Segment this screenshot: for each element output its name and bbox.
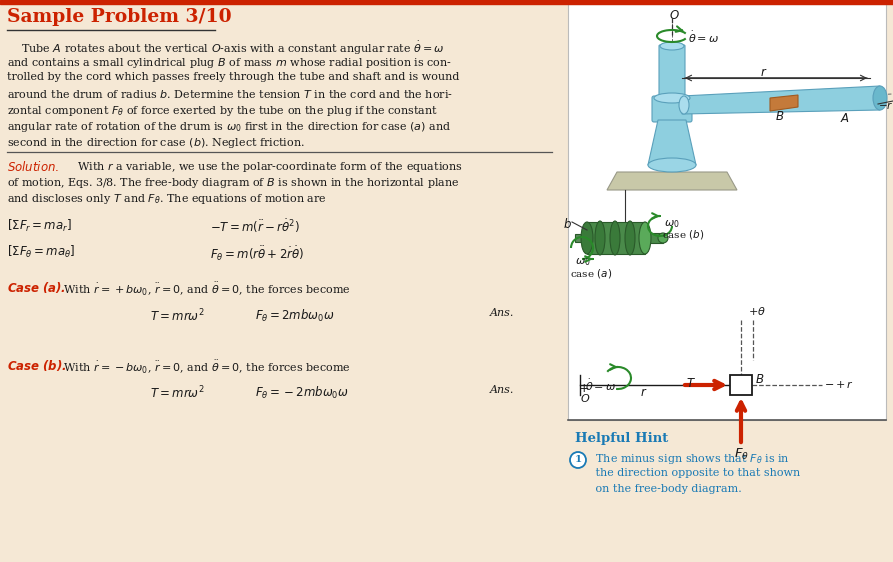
Text: $-r$: $-r$ (878, 100, 893, 111)
Text: $r$: $r$ (760, 66, 767, 79)
Text: $\bfit{Case\ (b).}$: $\bfit{Case\ (b).}$ (7, 358, 66, 373)
Text: With $r$ a variable, we use the polar-coordinate form of the equations: With $r$ a variable, we use the polar-co… (70, 160, 463, 174)
Text: Tube $A$ rotates about the vertical $O$-axis with a constant angular rate $\dot{: Tube $A$ rotates about the vertical $O$-… (7, 40, 445, 57)
Text: the direction opposite to that shown: the direction opposite to that shown (592, 468, 800, 478)
Ellipse shape (648, 158, 696, 172)
Text: 1: 1 (574, 455, 581, 465)
Text: $\omega_0$: $\omega_0$ (575, 256, 590, 268)
Ellipse shape (658, 233, 668, 243)
Text: $B$: $B$ (755, 373, 764, 386)
Ellipse shape (660, 42, 684, 50)
Text: $\dot{\theta}=\omega$: $\dot{\theta}=\omega$ (688, 30, 719, 46)
Text: $-+r$: $-+r$ (824, 379, 854, 390)
Text: $O$: $O$ (669, 9, 680, 22)
Text: on the free-body diagram.: on the free-body diagram. (592, 484, 742, 494)
Text: $\omega_0$: $\omega_0$ (664, 218, 680, 230)
Text: $+$: $+$ (578, 382, 589, 395)
Text: The minus sign shows that $F_\theta$ is in: The minus sign shows that $F_\theta$ is … (592, 452, 790, 466)
Text: $T = mr\omega^2$: $T = mr\omega^2$ (150, 308, 204, 325)
Text: case $(b)$: case $(b)$ (662, 228, 705, 241)
FancyBboxPatch shape (652, 96, 692, 122)
Ellipse shape (679, 96, 689, 114)
Text: $b$: $b$ (563, 217, 572, 231)
Text: $+\theta$: $+\theta$ (748, 305, 766, 317)
Text: $T = mr\omega^2$: $T = mr\omega^2$ (150, 385, 204, 402)
Bar (587, 222, 645, 254)
Text: Ans.: Ans. (490, 308, 514, 318)
Text: $r$: $r$ (640, 386, 647, 399)
Text: and discloses only $T$ and $F_\theta$. The equations of motion are: and discloses only $T$ and $F_\theta$. T… (7, 192, 327, 206)
Text: $F_\theta = -2mb\omega_0\omega$: $F_\theta = -2mb\omega_0\omega$ (255, 385, 349, 401)
Text: and contains a small cylindrical plug $B$ of mass $m$ whose radial position is c: and contains a small cylindrical plug $B… (7, 56, 452, 70)
Text: $T$: $T$ (686, 377, 696, 390)
Ellipse shape (581, 222, 593, 254)
Text: $B$: $B$ (775, 110, 784, 123)
Text: $\bfit{Case\ (a).}$: $\bfit{Case\ (a).}$ (7, 280, 66, 295)
Text: case $(a)$: case $(a)$ (570, 267, 613, 280)
Text: With $\dot{r} = +b\omega_0$, $\ddot{r} = 0$, and $\ddot{\theta} = 0$, the forces: With $\dot{r} = +b\omega_0$, $\ddot{r} =… (60, 280, 351, 297)
Text: $\dot{\theta}=\omega$: $\dot{\theta}=\omega$ (585, 378, 616, 393)
Polygon shape (770, 95, 798, 111)
Ellipse shape (610, 221, 620, 255)
Text: $-T = m(\ddot{r} - r\dot{\theta}^2)$: $-T = m(\ddot{r} - r\dot{\theta}^2)$ (210, 218, 300, 235)
Ellipse shape (654, 93, 690, 103)
Text: Helpful Hint: Helpful Hint (575, 432, 668, 445)
Ellipse shape (639, 222, 651, 254)
Text: $[\Sigma F_r = ma_r]$: $[\Sigma F_r = ma_r]$ (7, 218, 72, 234)
Polygon shape (607, 172, 737, 190)
Bar (645, 233, 663, 243)
Text: Sample Problem 3/10: Sample Problem 3/10 (7, 8, 231, 26)
Text: $F_\theta = m(r\ddot{\theta} + 2\dot{r}\dot{\theta})$: $F_\theta = m(r\ddot{\theta} + 2\dot{r}\… (210, 244, 305, 262)
Text: angular rate of rotation of the drum is $\omega_0$ first in the direction for ca: angular rate of rotation of the drum is … (7, 120, 451, 134)
Ellipse shape (625, 221, 635, 255)
Text: of motion, Eqs. 3/8. The free-body diagram of $B$ is shown in the horizontal pla: of motion, Eqs. 3/8. The free-body diagr… (7, 176, 459, 190)
Polygon shape (648, 120, 696, 165)
Ellipse shape (595, 221, 605, 255)
Text: $O$: $O$ (580, 392, 590, 404)
Bar (575, 234, 587, 242)
Text: second in the direction for case $(b)$. Neglect friction.: second in the direction for case $(b)$. … (7, 136, 305, 150)
Text: Ans.: Ans. (490, 385, 514, 395)
Text: $[\Sigma F_\theta = ma_\theta]$: $[\Sigma F_\theta = ma_\theta]$ (7, 244, 75, 260)
Polygon shape (682, 86, 880, 114)
Ellipse shape (873, 86, 887, 110)
Bar (568, 4, 886, 420)
Text: around the drum of radius $b$. Determine the tension $T$ in the cord and the hor: around the drum of radius $b$. Determine… (7, 88, 453, 100)
Text: $F_\theta = 2mb\omega_0\omega$: $F_\theta = 2mb\omega_0\omega$ (255, 308, 335, 324)
FancyBboxPatch shape (659, 45, 685, 107)
Text: $F_\theta$: $F_\theta$ (734, 447, 749, 462)
Bar (730, 375, 752, 395)
Bar (0, 0, 893, 4)
Text: $A$: $A$ (840, 112, 850, 125)
Text: With $\dot{r} = -b\omega_0$, $\ddot{r} = 0$, and $\ddot{\theta} = 0$, the forces: With $\dot{r} = -b\omega_0$, $\ddot{r} =… (60, 358, 351, 375)
Text: trolled by the cord which passes freely through the tube and shaft and is wound: trolled by the cord which passes freely … (7, 72, 459, 82)
Circle shape (570, 452, 586, 468)
Text: zontal component $F_\theta$ of force exerted by the tube on the plug if the cons: zontal component $F_\theta$ of force exe… (7, 104, 438, 118)
Text: $\it{Solution.}$: $\it{Solution.}$ (7, 160, 59, 174)
